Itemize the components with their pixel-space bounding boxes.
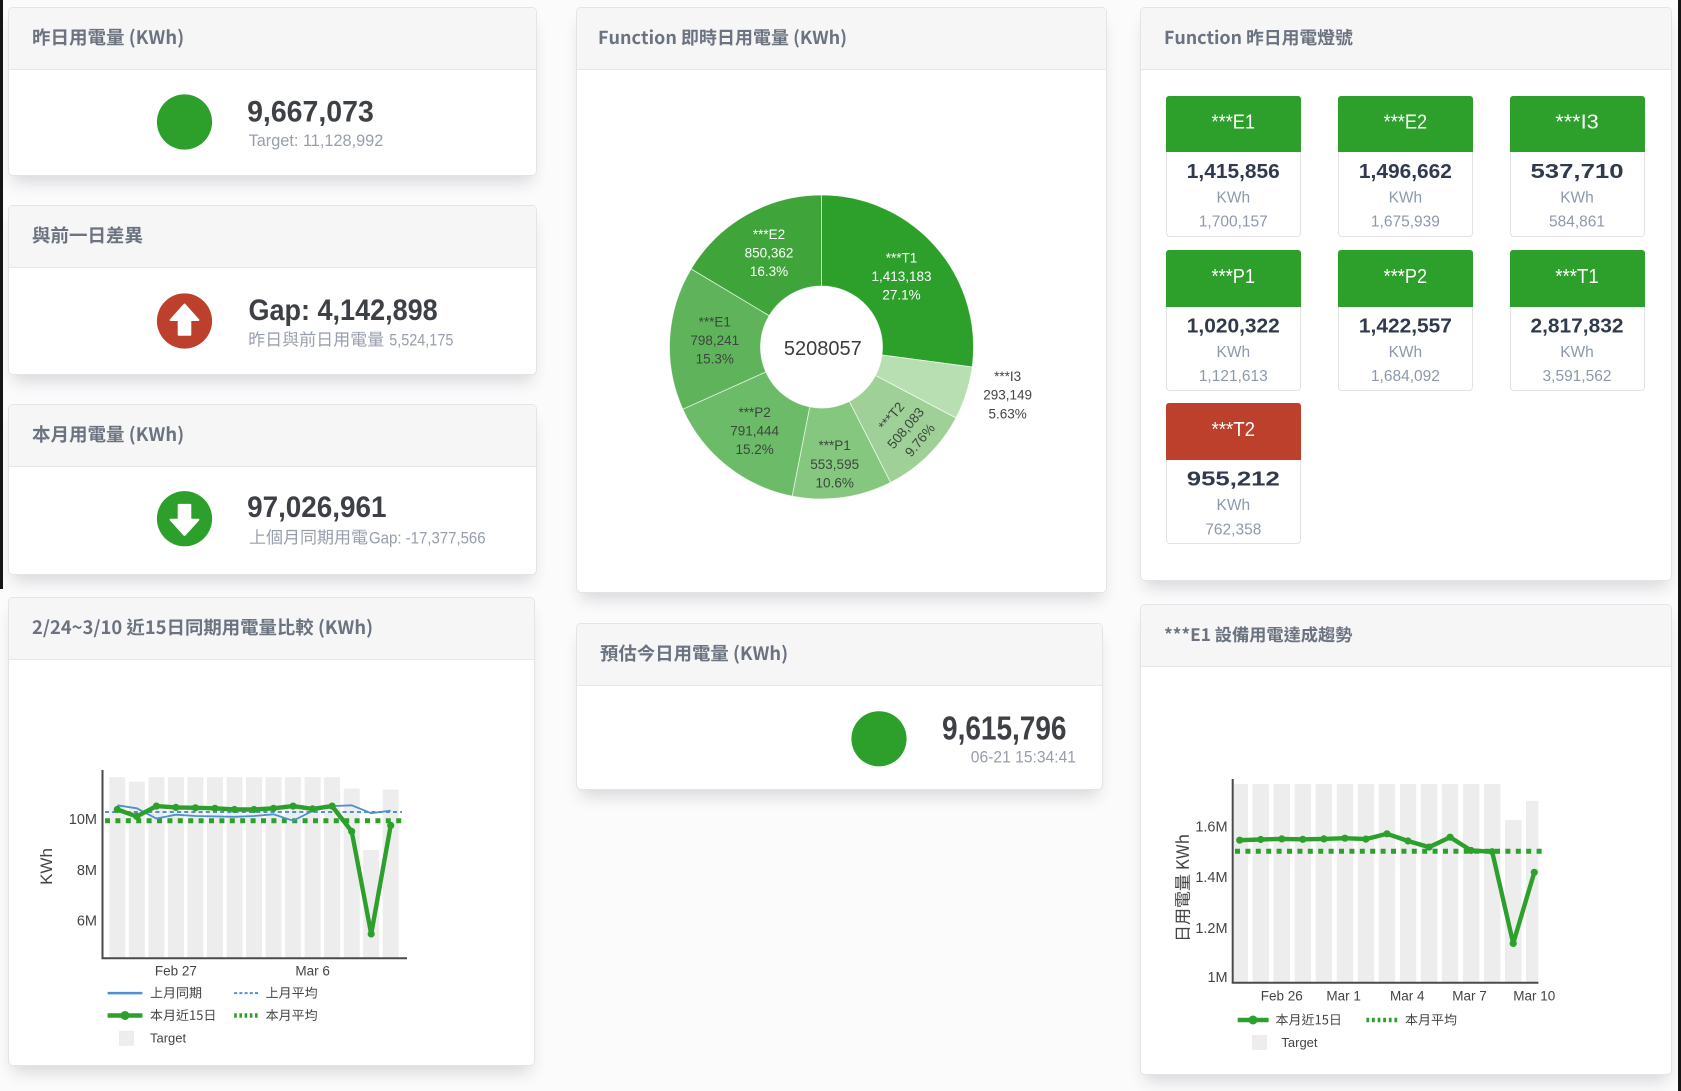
svg-text:***P2: ***P2 (738, 405, 770, 420)
svg-text:KWh: KWh (1560, 344, 1594, 361)
svg-text:KWh: KWh (1389, 344, 1423, 361)
svg-text:***I3: ***I3 (994, 369, 1021, 384)
svg-text:850,362: 850,362 (745, 245, 794, 260)
svg-text:5,524,175: 5,524,175 (389, 331, 453, 350)
svg-text:KWh: KWh (1217, 497, 1251, 514)
svg-text:1,684,092: 1,684,092 (1371, 368, 1440, 385)
svg-text:10M: 10M (69, 812, 97, 828)
svg-text:791,444: 791,444 (730, 424, 779, 439)
svg-text:97,026,961: 97,026,961 (247, 491, 386, 524)
svg-text:06-21 15:34:41: 06-21 15:34:41 (971, 748, 1076, 767)
svg-text:1,675,939: 1,675,939 (1371, 214, 1440, 231)
svg-text:1,700,157: 1,700,157 (1199, 214, 1268, 231)
svg-text:KWh: KWh (37, 848, 56, 885)
svg-text:Target: 11,128,992: Target: 11,128,992 (249, 131, 384, 150)
svg-text:Mar 4: Mar 4 (1390, 988, 1425, 1003)
svg-text:Mar 7: Mar 7 (1452, 988, 1487, 1003)
svg-text:Feb 27: Feb 27 (155, 964, 197, 979)
svg-text:6M: 6M (77, 914, 97, 930)
svg-text:8M: 8M (77, 863, 97, 879)
svg-text:Target: Target (150, 1031, 187, 1046)
svg-text:Gap: -17,377,566: Gap: -17,377,566 (369, 528, 486, 547)
svg-text:5208057: 5208057 (784, 338, 862, 360)
svg-text:584,861: 584,861 (1549, 214, 1605, 231)
svg-text:27.1%: 27.1% (882, 288, 920, 303)
svg-text:1.4M: 1.4M (1195, 870, 1227, 886)
svg-text:1.6M: 1.6M (1195, 820, 1227, 836)
svg-text:553,595: 553,595 (810, 457, 859, 472)
svg-text:Mar 1: Mar 1 (1326, 988, 1361, 1003)
svg-text:10.6%: 10.6% (816, 475, 854, 490)
svg-text:3,591,562: 3,591,562 (1543, 368, 1612, 385)
svg-text:15.3%: 15.3% (696, 352, 734, 367)
svg-text:1,496,662: 1,496,662 (1359, 161, 1452, 183)
svg-text:16.3%: 16.3% (750, 264, 788, 279)
svg-text:KWh: KWh (1217, 344, 1251, 361)
svg-text:***E1: ***E1 (699, 315, 731, 330)
svg-text:KWh: KWh (1560, 190, 1594, 207)
svg-text:Gap: 4,142,898: Gap: 4,142,898 (249, 294, 438, 327)
svg-text:9,615,796: 9,615,796 (942, 710, 1067, 747)
svg-text:KWh: KWh (1217, 190, 1251, 207)
svg-text:9,667,073: 9,667,073 (247, 95, 374, 128)
svg-text:Target: Target (1281, 1035, 1318, 1050)
svg-text:Mar 6: Mar 6 (295, 964, 330, 979)
svg-text:537,710: 537,710 (1531, 161, 1624, 183)
svg-text:955,212: 955,212 (1187, 469, 1280, 491)
svg-text:1,121,613: 1,121,613 (1199, 368, 1268, 385)
svg-text:***E2: ***E2 (753, 227, 785, 242)
svg-text:293,149: 293,149 (983, 388, 1032, 403)
svg-text:2,817,832: 2,817,832 (1531, 316, 1624, 338)
svg-text:***P1: ***P1 (1212, 266, 1256, 288)
svg-text:***I3: ***I3 (1555, 111, 1599, 133)
svg-text:1.2M: 1.2M (1195, 921, 1227, 937)
svg-text:762,358: 762,358 (1205, 521, 1261, 538)
svg-text:***T1: ***T1 (1555, 266, 1599, 288)
svg-text:***P1: ***P1 (819, 438, 851, 453)
svg-text:15.2%: 15.2% (735, 442, 773, 457)
svg-text:1M: 1M (1207, 970, 1227, 986)
svg-text:5.63%: 5.63% (988, 406, 1026, 421)
svg-text:1,422,557: 1,422,557 (1359, 316, 1452, 338)
svg-text:***P2: ***P2 (1384, 266, 1428, 288)
svg-text:798,241: 798,241 (690, 333, 739, 348)
svg-text:***T1: ***T1 (886, 250, 918, 265)
svg-text:1,415,856: 1,415,856 (1187, 161, 1280, 183)
svg-text:Feb 26: Feb 26 (1261, 988, 1303, 1003)
svg-text:***E1: ***E1 (1212, 111, 1256, 133)
svg-text:1,413,183: 1,413,183 (871, 269, 931, 284)
svg-text:KWh: KWh (1389, 190, 1423, 207)
svg-text:***T2: ***T2 (1212, 419, 1256, 441)
svg-text:Mar 10: Mar 10 (1513, 988, 1555, 1003)
svg-text:***E2: ***E2 (1384, 111, 1428, 133)
svg-text:1,020,322: 1,020,322 (1187, 316, 1280, 338)
